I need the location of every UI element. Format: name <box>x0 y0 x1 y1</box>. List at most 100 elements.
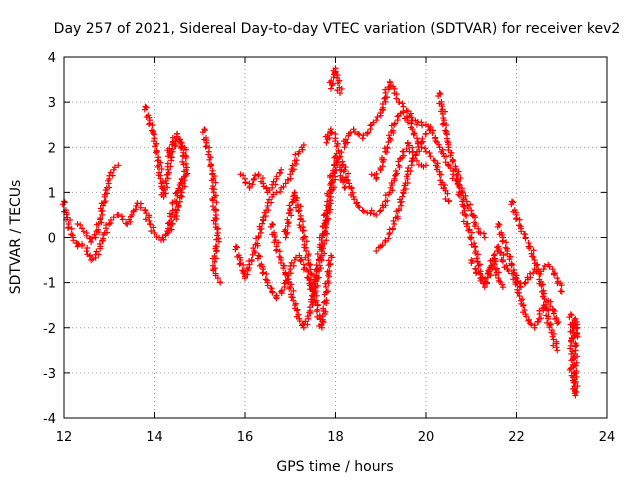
data-point <box>406 142 413 149</box>
data-point <box>332 68 339 75</box>
data-point <box>288 293 295 300</box>
data-point <box>327 172 334 179</box>
data-point <box>264 282 271 289</box>
data-point <box>142 103 149 110</box>
x-tick-label: 22 <box>508 430 525 445</box>
data-point <box>377 207 384 214</box>
data-point <box>119 216 126 223</box>
data-point <box>209 255 216 262</box>
data-point <box>522 279 529 286</box>
data-point <box>338 149 345 156</box>
x-tick-label: 14 <box>146 430 163 445</box>
data-point <box>64 225 71 232</box>
data-point <box>250 245 257 252</box>
data-point <box>423 130 429 137</box>
data-point <box>240 269 247 276</box>
data-point <box>268 199 275 206</box>
data-point <box>364 209 371 216</box>
data-point <box>148 228 155 235</box>
data-point <box>165 229 172 236</box>
data-point <box>313 292 320 299</box>
data-point <box>567 311 574 318</box>
data-point <box>356 204 363 211</box>
data-point <box>551 315 558 322</box>
axis-ticks <box>63 56 608 419</box>
data-point <box>540 293 547 300</box>
data-point <box>351 196 358 203</box>
data-point <box>296 207 303 214</box>
data-point <box>529 253 536 260</box>
data-point <box>557 288 564 295</box>
data-point <box>546 324 553 331</box>
data-point <box>438 181 445 188</box>
data-point <box>427 153 434 160</box>
data-point <box>286 285 293 292</box>
data-point <box>368 207 375 214</box>
data-point <box>376 208 383 215</box>
data-point <box>553 344 560 351</box>
data-point <box>342 136 349 143</box>
data-point <box>299 236 306 243</box>
data-point <box>473 270 479 277</box>
data-point <box>573 325 580 332</box>
data-point <box>165 153 172 160</box>
data-point <box>158 166 165 173</box>
data-point <box>521 280 528 287</box>
data-point <box>495 220 502 227</box>
data-point <box>574 333 581 340</box>
data-point <box>360 208 367 215</box>
data-point <box>143 113 150 120</box>
data-point <box>328 130 335 137</box>
data-point <box>510 276 517 283</box>
data-point <box>409 126 416 133</box>
data-point <box>282 271 289 278</box>
data-point <box>209 203 216 210</box>
y-tick-label: -3 <box>43 367 56 382</box>
data-point <box>465 227 472 234</box>
data-point <box>395 99 402 106</box>
x-tick-label: 20 <box>418 430 435 445</box>
y-tick-label: -4 <box>43 412 56 427</box>
data-point <box>453 172 460 179</box>
data-point <box>284 220 291 227</box>
data-point <box>284 216 291 223</box>
data-point <box>214 275 221 282</box>
data-point <box>518 284 525 291</box>
data-point <box>300 141 307 148</box>
y-tick-label: 0 <box>48 232 56 247</box>
data-point <box>416 148 423 155</box>
data-point <box>390 127 397 134</box>
data-point <box>501 264 508 271</box>
data-point <box>83 248 90 255</box>
data-point <box>551 271 558 278</box>
data-point <box>95 220 102 227</box>
data-point <box>316 241 323 248</box>
data-point <box>208 177 215 184</box>
data-point <box>512 281 519 288</box>
data-point <box>80 228 87 235</box>
data-point <box>59 201 66 208</box>
data-point <box>536 307 543 314</box>
data-point <box>571 317 578 324</box>
data-point <box>115 211 122 218</box>
data-point <box>289 199 296 206</box>
data-point <box>500 237 507 244</box>
data-point <box>327 85 334 92</box>
data-point <box>150 224 157 231</box>
data-point <box>480 230 487 237</box>
data-point <box>481 234 488 241</box>
data-point <box>486 270 493 277</box>
data-point <box>522 235 529 242</box>
data-point <box>311 280 318 287</box>
data-point <box>457 175 464 182</box>
data-point <box>546 263 553 270</box>
data-point <box>141 106 148 113</box>
data-point <box>422 145 429 152</box>
data-point <box>445 198 452 205</box>
data-point <box>166 210 173 217</box>
data-point <box>215 238 222 245</box>
data-point <box>259 270 266 277</box>
data-point <box>91 231 98 238</box>
data-point <box>273 246 280 253</box>
data-point <box>572 379 579 386</box>
